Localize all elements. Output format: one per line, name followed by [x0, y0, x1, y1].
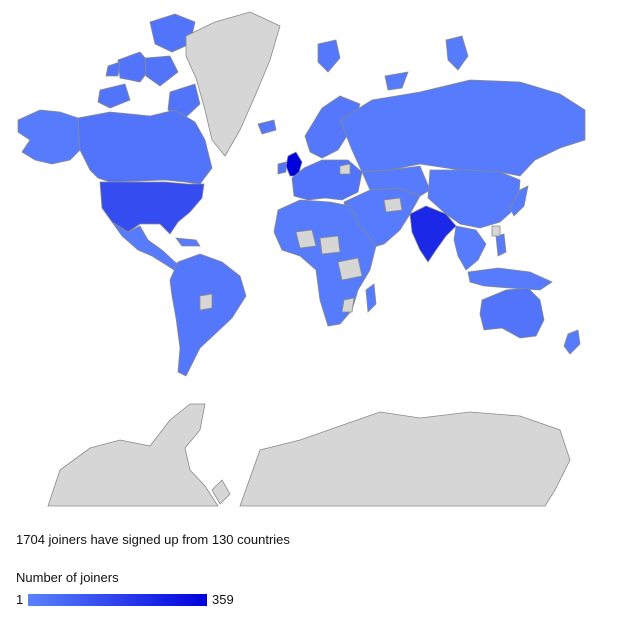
- legend-max-value: 359: [212, 592, 234, 607]
- antarctica-east[interactable]: [239, 411, 571, 507]
- india[interactable]: [409, 205, 457, 263]
- russia[interactable]: [339, 79, 586, 177]
- legend-color-scale: [28, 594, 207, 606]
- caribbean[interactable]: [175, 237, 201, 247]
- antarctica[interactable]: [47, 403, 219, 507]
- arctic-islands[interactable]: [384, 71, 409, 91]
- central-asia[interactable]: [361, 165, 431, 197]
- new-zealand[interactable]: [563, 329, 581, 355]
- china[interactable]: [427, 169, 521, 229]
- ireland[interactable]: [277, 161, 287, 175]
- greenland[interactable]: [185, 11, 281, 157]
- southeast-asia[interactable]: [453, 225, 487, 271]
- svalbard[interactable]: [317, 39, 341, 73]
- japan[interactable]: [509, 185, 529, 217]
- south-america[interactable]: [169, 253, 247, 377]
- indonesia[interactable]: [467, 267, 553, 291]
- philippines[interactable]: [495, 233, 507, 257]
- canada-islands[interactable]: [97, 13, 201, 119]
- no-data-countries: [199, 163, 501, 313]
- iceland[interactable]: [257, 119, 277, 135]
- australia[interactable]: [479, 287, 545, 339]
- legend-min-value: 1: [16, 592, 24, 607]
- signup-summary: 1704 joiners have signed up from 130 cou…: [16, 532, 290, 547]
- legend-title: Number of joiners: [16, 570, 119, 585]
- madagascar[interactable]: [365, 283, 377, 313]
- europe[interactable]: [291, 159, 363, 201]
- alaska[interactable]: [17, 109, 81, 165]
- canada[interactable]: [77, 109, 213, 185]
- antarctica-islands[interactable]: [211, 479, 231, 505]
- novaya-zemlya[interactable]: [445, 35, 469, 71]
- world-map: [17, 11, 586, 507]
